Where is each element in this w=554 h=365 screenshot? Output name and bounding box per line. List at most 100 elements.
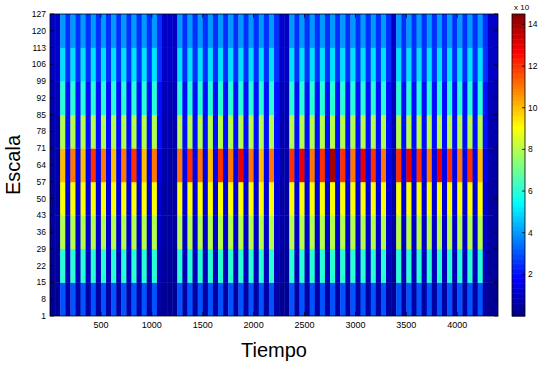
cell (218, 249, 223, 283)
x-tick (355, 312, 356, 316)
cell (152, 282, 157, 316)
cell (259, 81, 264, 115)
cell (361, 282, 366, 316)
cell (264, 81, 269, 115)
cell (366, 48, 371, 82)
cell (223, 48, 228, 82)
cell (162, 115, 167, 149)
cell (355, 182, 360, 216)
cell (417, 182, 422, 216)
cell (233, 14, 238, 48)
cell (437, 282, 442, 316)
cell (462, 182, 467, 216)
cell (483, 115, 488, 149)
cell (325, 182, 330, 216)
cell (50, 249, 55, 283)
cell (315, 81, 320, 115)
cell (126, 115, 131, 149)
cell (279, 14, 284, 48)
cell (81, 182, 86, 216)
cell (442, 249, 447, 283)
cell (259, 14, 264, 48)
cell (355, 282, 360, 316)
cell (50, 215, 55, 249)
cell (488, 282, 493, 316)
cell (432, 115, 437, 149)
cell (60, 249, 65, 283)
cell (452, 282, 457, 316)
cell (310, 115, 315, 149)
cell (279, 215, 284, 249)
cell (411, 115, 416, 149)
cell (457, 48, 462, 82)
cell (126, 249, 131, 283)
cell (289, 282, 294, 316)
cell (75, 249, 80, 283)
cell (223, 249, 228, 283)
cell (218, 81, 223, 115)
cell (361, 81, 366, 115)
cell (274, 148, 279, 182)
cell (111, 115, 116, 149)
colorbar-tick-label: 10 (528, 103, 538, 113)
cell (447, 249, 452, 283)
cell (55, 148, 60, 182)
cell (315, 115, 320, 149)
cell (55, 115, 60, 149)
cell (488, 115, 493, 149)
cell (361, 14, 366, 48)
cell (335, 81, 340, 115)
cell (330, 182, 335, 216)
cell (259, 215, 264, 249)
y-tick-label: 92 (37, 93, 47, 103)
cell (457, 282, 462, 316)
cell (279, 282, 284, 316)
cell (121, 14, 126, 48)
cell (493, 115, 498, 149)
cell (203, 182, 208, 216)
cell (157, 148, 162, 182)
cell (264, 249, 269, 283)
cell (193, 148, 198, 182)
cell (182, 48, 187, 82)
cell (269, 282, 274, 316)
cell (106, 115, 111, 149)
y-tick-label: 64 (37, 160, 47, 170)
y-tick (494, 30, 498, 31)
cell (50, 48, 55, 82)
cell (427, 148, 432, 182)
cell (187, 215, 192, 249)
x-tick (406, 312, 407, 316)
cell (320, 249, 325, 283)
cell (381, 282, 386, 316)
cell (121, 148, 126, 182)
cell (233, 215, 238, 249)
cell (442, 48, 447, 82)
x-tick-label: 1000 (142, 320, 162, 330)
cell (361, 215, 366, 249)
cell (305, 215, 310, 249)
cell (493, 48, 498, 82)
x-tick-label: 2500 (295, 320, 315, 330)
cell (366, 282, 371, 316)
cell (467, 182, 472, 216)
cell (335, 148, 340, 182)
y-tick (50, 30, 54, 31)
cell (371, 115, 376, 149)
cell (279, 81, 284, 115)
cell (462, 249, 467, 283)
cell (70, 182, 75, 216)
cell (330, 81, 335, 115)
cell (142, 14, 147, 48)
cell (208, 215, 213, 249)
cell (254, 115, 259, 149)
cell (213, 14, 218, 48)
cell (213, 282, 218, 316)
cell (55, 215, 60, 249)
cell (106, 215, 111, 249)
cell (101, 182, 106, 216)
cell (157, 14, 162, 48)
y-tick (494, 81, 498, 82)
cell (126, 14, 131, 48)
cell (193, 282, 198, 316)
